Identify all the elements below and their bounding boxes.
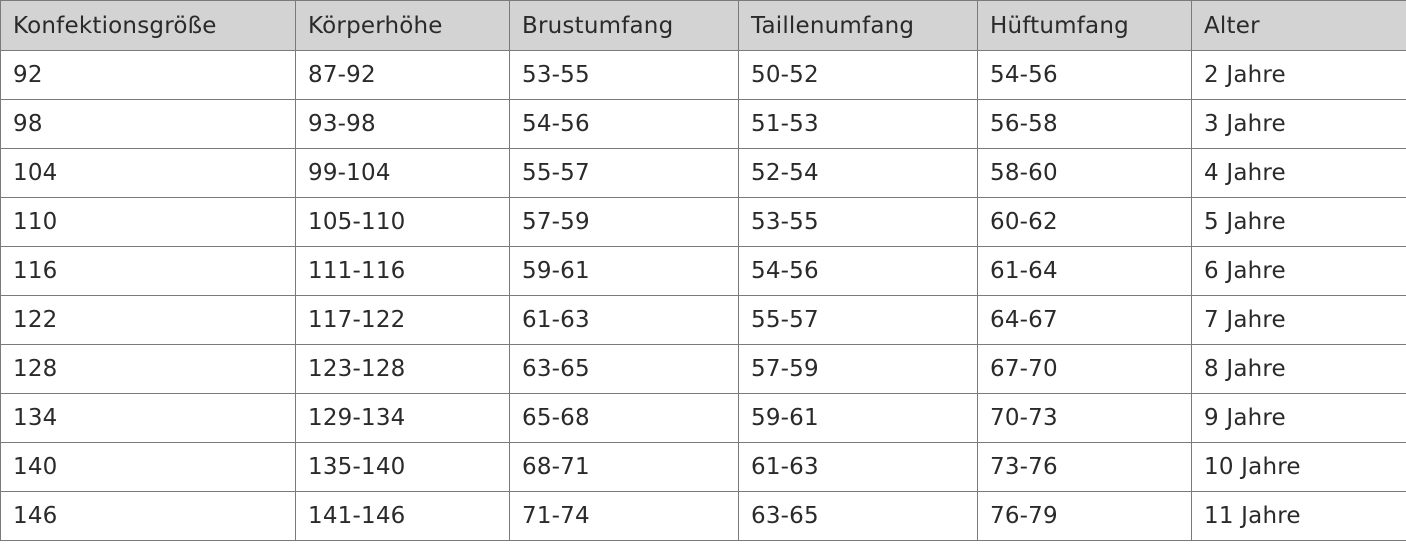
table-cell: 5 Jahre	[1191, 197, 1406, 247]
table-cell: 122	[0, 295, 296, 345]
table-cell: 61-64	[977, 246, 1192, 296]
table-cell: 61-63	[509, 295, 739, 345]
table-row: 128 123-128 63-65 57-59 67-70 8 Jahre	[0, 344, 1406, 394]
table-cell: 6 Jahre	[1191, 246, 1406, 296]
column-header: Hüftumfang	[977, 0, 1192, 51]
table-cell: 63-65	[509, 344, 739, 394]
table-row: 122 117-122 61-63 55-57 64-67 7 Jahre	[0, 295, 1406, 345]
table-cell: 51-53	[738, 99, 978, 149]
column-header: Brustumfang	[509, 0, 739, 51]
table-cell: 117-122	[295, 295, 510, 345]
table-cell: 105-110	[295, 197, 510, 247]
table-cell: 128	[0, 344, 296, 394]
table-cell: 71-74	[509, 491, 739, 541]
table-cell: 58-60	[977, 148, 1192, 198]
table-cell: 93-98	[295, 99, 510, 149]
table-row: 98 93-98 54-56 51-53 56-58 3 Jahre	[0, 99, 1406, 149]
table-cell: 52-54	[738, 148, 978, 198]
table-cell: 54-56	[509, 99, 739, 149]
table-cell: 60-62	[977, 197, 1192, 247]
table-cell: 3 Jahre	[1191, 99, 1406, 149]
table-cell: 61-63	[738, 442, 978, 492]
table-row: 134 129-134 65-68 59-61 70-73 9 Jahre	[0, 393, 1406, 443]
table-cell: 53-55	[509, 50, 739, 100]
table-cell: 98	[0, 99, 296, 149]
table-row: 110 105-110 57-59 53-55 60-62 5 Jahre	[0, 197, 1406, 247]
column-header: Alter	[1191, 0, 1406, 51]
table-cell: 87-92	[295, 50, 510, 100]
table-cell: 56-58	[977, 99, 1192, 149]
table-cell: 4 Jahre	[1191, 148, 1406, 198]
table-row: 104 99-104 55-57 52-54 58-60 4 Jahre	[0, 148, 1406, 198]
table-cell: 135-140	[295, 442, 510, 492]
column-header: Konfektionsgröße	[0, 0, 296, 51]
table-cell: 63-65	[738, 491, 978, 541]
table-cell: 57-59	[738, 344, 978, 394]
table-cell: 54-56	[738, 246, 978, 296]
column-header: Körperhöhe	[295, 0, 510, 51]
table-cell: 73-76	[977, 442, 1192, 492]
table-cell: 92	[0, 50, 296, 100]
table-cell: 9 Jahre	[1191, 393, 1406, 443]
table-row: 146 141-146 71-74 63-65 76-79 11 Jahre	[0, 491, 1406, 541]
table-cell: 104	[0, 148, 296, 198]
table-cell: 76-79	[977, 491, 1192, 541]
table-cell: 53-55	[738, 197, 978, 247]
table-cell: 140	[0, 442, 296, 492]
size-chart-table: Konfektionsgröße Körperhöhe Brustumfang Tai…	[0, 0, 1406, 541]
table-cell: 59-61	[509, 246, 739, 296]
table-cell: 7 Jahre	[1191, 295, 1406, 345]
table-cell: 65-68	[509, 393, 739, 443]
table-cell: 2 Jahre	[1191, 50, 1406, 100]
table-row: 140 135-140 68-71 61-63 73-76 10 Jahre	[0, 442, 1406, 492]
table-cell: 10 Jahre	[1191, 442, 1406, 492]
table-cell: 59-61	[738, 393, 978, 443]
table-cell: 8 Jahre	[1191, 344, 1406, 394]
table-cell: 110	[0, 197, 296, 247]
table-cell: 55-57	[738, 295, 978, 345]
table-row: 116 111-116 59-61 54-56 61-64 6 Jahre	[0, 246, 1406, 296]
table-cell: 55-57	[509, 148, 739, 198]
table-cell: 111-116	[295, 246, 510, 296]
table-cell: 11 Jahre	[1191, 491, 1406, 541]
column-header: Taillenumfang	[738, 0, 978, 51]
table-cell: 146	[0, 491, 296, 541]
table-cell: 68-71	[509, 442, 739, 492]
header-row: Konfektionsgröße Körperhöhe Brustumfang Tai…	[0, 0, 1406, 51]
table-cell: 57-59	[509, 197, 739, 247]
table-cell: 141-146	[295, 491, 510, 541]
table-cell: 134	[0, 393, 296, 443]
table-cell: 54-56	[977, 50, 1192, 100]
table-cell: 64-67	[977, 295, 1192, 345]
table-cell: 50-52	[738, 50, 978, 100]
table-cell: 116	[0, 246, 296, 296]
table-row: 92 87-92 53-55 50-52 54-56 2 Jahre	[0, 50, 1406, 100]
table-cell: 99-104	[295, 148, 510, 198]
table-cell: 129-134	[295, 393, 510, 443]
table-cell: 70-73	[977, 393, 1192, 443]
table-cell: 67-70	[977, 344, 1192, 394]
table-cell: 123-128	[295, 344, 510, 394]
